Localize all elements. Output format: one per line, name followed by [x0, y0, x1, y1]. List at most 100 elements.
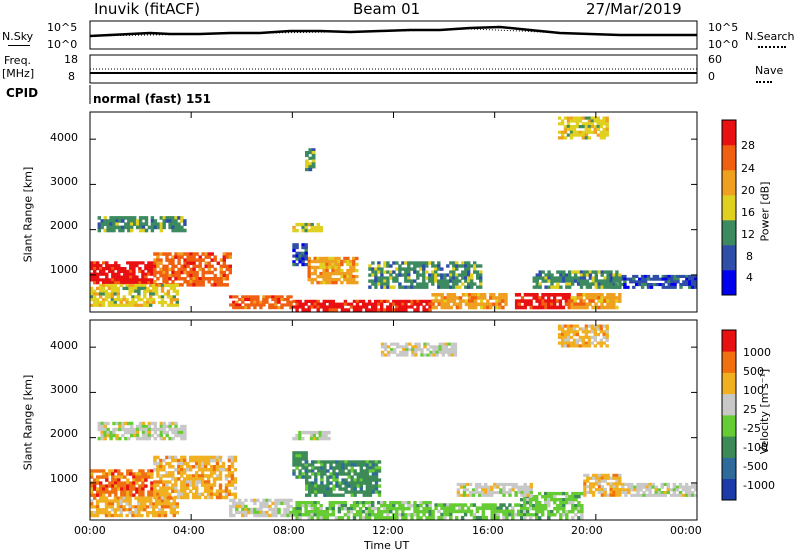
- power-cell: [587, 116, 592, 120]
- velocity-cell: [581, 338, 586, 342]
- power-cell: [137, 286, 141, 290]
- velocity-cell: [102, 469, 106, 473]
- power-cell: [152, 300, 156, 305]
- velocity-cell: [160, 505, 165, 509]
- power-cell: [340, 280, 344, 285]
- velocity-cell: [93, 487, 97, 491]
- power-cell: [572, 133, 577, 137]
- power-cell: [590, 116, 594, 120]
- power-cell: [566, 133, 571, 137]
- power-cell: [386, 270, 390, 274]
- velocity-cell: [344, 481, 348, 485]
- power-cell: [618, 296, 622, 300]
- power-cell: [495, 305, 499, 310]
- velocity-cell: [648, 491, 652, 495]
- velocity-cell: [183, 480, 187, 484]
- velocity-cell: [538, 510, 542, 514]
- velocity-cell: [449, 506, 453, 510]
- velocity-cell: [465, 488, 470, 492]
- velocity-cell: [298, 516, 302, 520]
- velocity-cell: [684, 485, 689, 489]
- power-cell: [131, 289, 135, 293]
- velocity-cell: [326, 469, 330, 473]
- velocity-cell: [114, 493, 118, 497]
- power-cell: [504, 296, 508, 300]
- velocity-cell: [99, 469, 103, 473]
- power-cell: [129, 269, 133, 273]
- power-cell: [572, 116, 577, 120]
- power-cell: [603, 305, 607, 310]
- velocity-cell: [353, 463, 357, 467]
- velocity-cell: [280, 513, 284, 518]
- velocity-cell: [446, 512, 450, 517]
- power-cell: [105, 281, 109, 285]
- power-cell: [398, 299, 402, 303]
- velocity-cell: [146, 511, 150, 515]
- power-cell: [189, 258, 193, 262]
- velocity-cell: [654, 488, 658, 492]
- power-cell: [599, 119, 603, 123]
- velocity-cell: [443, 515, 447, 520]
- velocity-cell: [114, 484, 118, 488]
- velocity-cell: [123, 493, 127, 497]
- power-cell: [331, 302, 335, 306]
- power-cell: [162, 225, 166, 230]
- power-cell: [547, 293, 551, 297]
- velocity-cell: [343, 504, 348, 508]
- velocity-cell: [135, 433, 140, 438]
- velocity-cell: [386, 513, 390, 517]
- power-cell: [183, 270, 187, 275]
- velocity-cell: [441, 353, 445, 357]
- power-cell: [517, 305, 522, 310]
- nave-tick-bottom: 0: [708, 70, 715, 83]
- power-cell: [594, 276, 598, 280]
- power-cell: [177, 283, 181, 287]
- velocity-cell: [301, 475, 305, 479]
- velocity-cell: [265, 513, 269, 518]
- velocity-cell: [305, 493, 309, 497]
- power-cell: [606, 276, 610, 280]
- power-cell: [553, 279, 557, 283]
- power-cell: [410, 282, 414, 286]
- velocity-cell: [140, 508, 144, 512]
- power-cell: [483, 296, 487, 300]
- velocity-cell: [103, 424, 107, 429]
- velocity-cell: [203, 461, 208, 466]
- velocity-cell: [590, 341, 594, 345]
- power-cell: [113, 292, 117, 296]
- power-cell: [256, 298, 260, 302]
- velocity-cell: [315, 436, 319, 441]
- velocity-cell: [171, 486, 175, 490]
- power-cell: [386, 264, 390, 268]
- velocity-cell: [274, 498, 278, 503]
- power-cell: [104, 295, 109, 299]
- power-cell: [582, 270, 587, 274]
- power-cell: [558, 293, 563, 297]
- velocity-cell: [609, 476, 613, 480]
- power-cell: [685, 280, 689, 284]
- power-cell: [141, 269, 145, 273]
- velocity-cell: [162, 465, 166, 469]
- power-cell: [307, 256, 311, 261]
- velocity-cell: [599, 344, 603, 348]
- velocity-cell: [192, 486, 196, 490]
- velocity-cell: [678, 493, 683, 497]
- power-cell: [126, 278, 130, 282]
- velocity-cell: [102, 484, 106, 488]
- velocity-cell: [221, 468, 226, 472]
- power-cell: [301, 260, 305, 264]
- power-cell: [134, 283, 138, 288]
- velocity-cell: [425, 501, 429, 505]
- power-cell: [646, 274, 651, 278]
- velocity-cell: [377, 469, 382, 473]
- velocity-cell: [359, 463, 363, 467]
- power-cell: [346, 277, 350, 282]
- nsearch-label: N.Search: [745, 30, 795, 43]
- power-cell: [401, 285, 405, 289]
- velocity-cell: [523, 485, 527, 489]
- power-cell: [115, 222, 119, 226]
- velocity-cell: [195, 455, 199, 460]
- power-cell: [160, 303, 165, 307]
- velocity-cell: [447, 350, 451, 354]
- velocity-cell: [307, 513, 311, 517]
